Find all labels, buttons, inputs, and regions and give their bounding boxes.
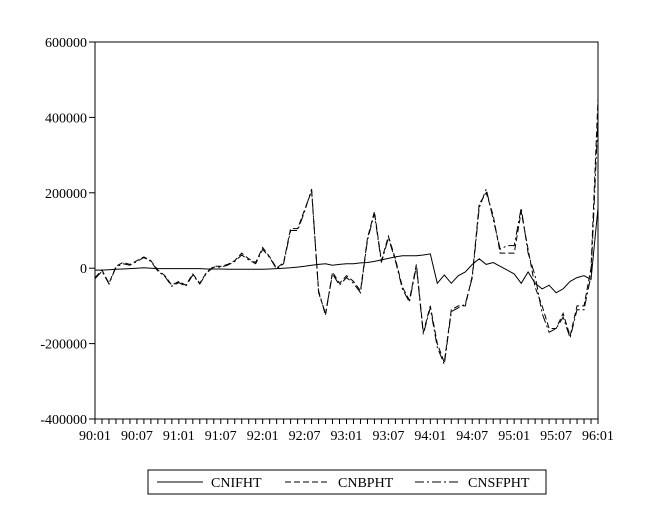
series-line-cnsfpht bbox=[95, 117, 598, 367]
series-lines bbox=[95, 98, 598, 367]
legend-label-cnbpht: CNBPHT bbox=[338, 476, 394, 491]
legend-label-cnsfpht: CNSFPHT bbox=[468, 476, 530, 491]
x-tick-label: 90:07 bbox=[121, 429, 153, 444]
y-axis-ticks: -400000 -200000 0 200000 400000 600000 bbox=[40, 36, 95, 428]
legend-box bbox=[147, 469, 547, 495]
y-tick-label: 0 bbox=[80, 262, 87, 277]
x-axis-ticks: 90:01 90:07 91:01 91:07 92:01 92:07 93:01 93:07… bbox=[79, 419, 614, 444]
y-tick-label: -200000 bbox=[40, 338, 87, 353]
x-tick-label: 94:07 bbox=[456, 429, 488, 444]
x-tick-label: 92:07 bbox=[289, 429, 321, 444]
x-tick-label: 94:01 bbox=[414, 429, 446, 444]
y-tick-label: 600000 bbox=[45, 36, 87, 51]
x-tick-label: 93:01 bbox=[331, 429, 363, 444]
x-tick-label: 91:07 bbox=[205, 429, 237, 444]
y-tick-label: -400000 bbox=[40, 413, 87, 428]
legend: CNIFHT CNBPHT CNSFPHT bbox=[147, 469, 547, 495]
x-tick-label: 91:01 bbox=[163, 429, 195, 444]
y-tick-label: 400000 bbox=[45, 111, 87, 126]
plot-area bbox=[94, 41, 599, 420]
x-tick-label: 90:01 bbox=[79, 429, 111, 444]
x-tick-label: 95:01 bbox=[498, 429, 530, 444]
x-tick-label: 93:07 bbox=[372, 429, 404, 444]
series-line-cnbpht bbox=[95, 98, 598, 363]
y-tick-label: 200000 bbox=[45, 187, 87, 202]
x-tick-label: 95:07 bbox=[540, 429, 572, 444]
x-tick-label: 92:01 bbox=[247, 429, 279, 444]
series-line-cnifht bbox=[95, 207, 598, 294]
legend-label-cnifht: CNIFHT bbox=[211, 476, 262, 491]
x-tick-label: 96:01 bbox=[582, 429, 614, 444]
